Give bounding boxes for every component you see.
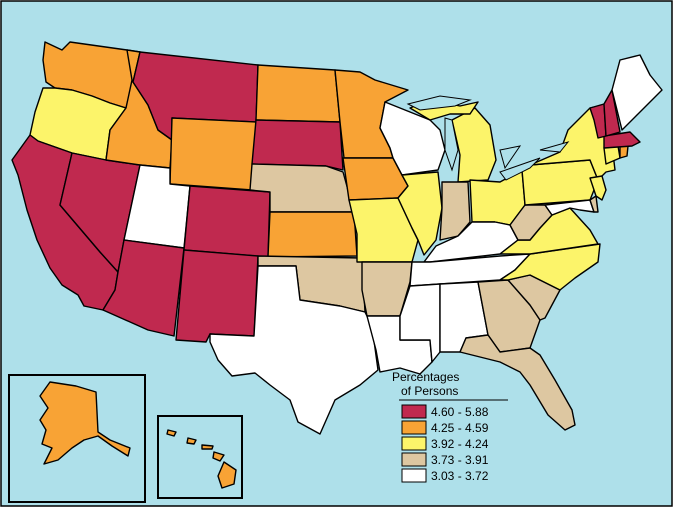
- legend-swatch-3: [401, 436, 427, 451]
- state-KS: [267, 211, 358, 258]
- state-MI: [451, 107, 497, 183]
- state-KY: [423, 221, 519, 263]
- hawaii-island-big: [217, 461, 237, 489]
- state-RI: [619, 145, 629, 159]
- state-CO: [183, 185, 271, 258]
- alaska-inset: [8, 374, 146, 503]
- state-PA: [521, 159, 599, 206]
- hawaii-island-oahu: [186, 437, 197, 445]
- hawaii-island-maui: [212, 451, 225, 462]
- state-AK: [39, 381, 131, 465]
- state-NH: [603, 89, 621, 137]
- legend: Percentages of Persons 4.60 - 5.88 4.25 -…: [392, 370, 508, 483]
- state-FL: [459, 334, 576, 431]
- legend-swatch-2: [401, 420, 427, 435]
- legend-label-5: 3.03 - 3.72: [431, 469, 489, 483]
- legend-label-1: 4.60 - 5.88: [431, 405, 489, 419]
- state-MA: [603, 131, 641, 149]
- legend-label-2: 4.25 - 4.59: [431, 421, 489, 435]
- state-IL: [397, 171, 443, 256]
- state-ND: [255, 64, 341, 123]
- state-DE: [589, 195, 599, 213]
- state-ME: [611, 54, 663, 131]
- contiguous-states: [11, 41, 663, 435]
- state-NM: [175, 249, 259, 343]
- legend-label-3: 3.92 - 4.24: [431, 437, 489, 451]
- legend-title-line1: Percentages: [392, 370, 459, 384]
- state-VT: [589, 103, 607, 139]
- legend-label-4: 3.73 - 3.91: [431, 453, 489, 467]
- state-TX: [209, 265, 379, 435]
- state-WI: [379, 101, 446, 176]
- legend-swatch-1: [401, 404, 427, 419]
- legend-swatch-4: [401, 452, 427, 467]
- legend-title-line2: of Persons: [401, 384, 458, 398]
- hawaii-island-molokai: [201, 444, 214, 450]
- state-NJ: [589, 175, 607, 201]
- legend-swatch-5: [401, 468, 427, 483]
- great-lakes: [406, 95, 570, 181]
- state-SD: [251, 119, 344, 171]
- state-HI: [166, 429, 177, 437]
- state-WY: [169, 117, 257, 191]
- hawaii-inset: [157, 415, 243, 499]
